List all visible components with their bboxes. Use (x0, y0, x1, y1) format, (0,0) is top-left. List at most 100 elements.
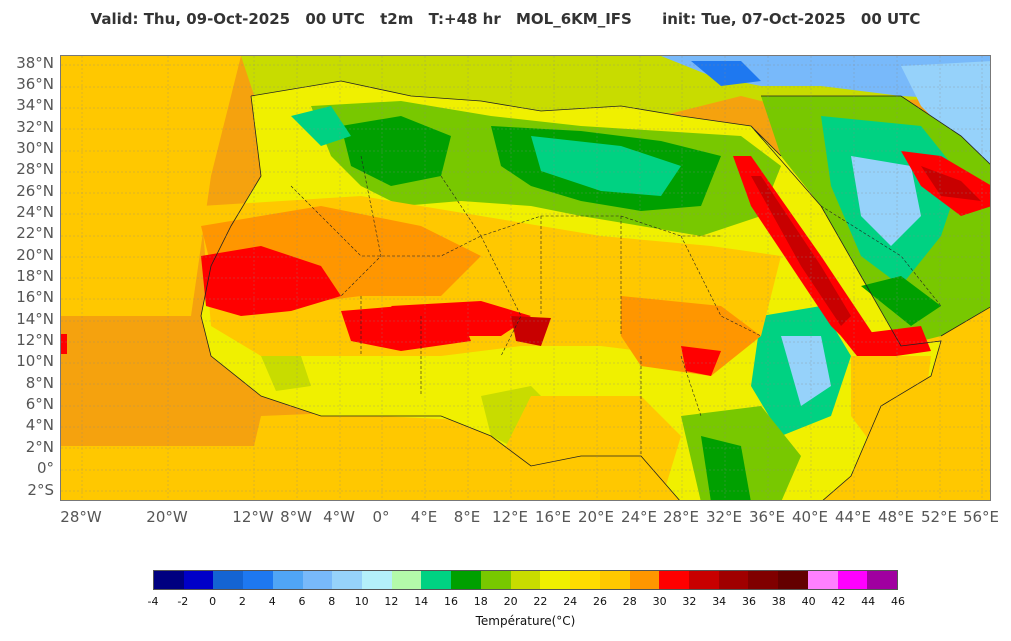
colorbar-title: Température(°C) (475, 614, 576, 628)
colorbar-cell (362, 571, 392, 589)
colorbar-cell (748, 571, 779, 589)
lake-region (701, 436, 751, 500)
colorbar-cell (688, 571, 719, 589)
colorbar-tick-label: 12 (384, 595, 399, 608)
colorbar-tick-label: 36 (742, 595, 756, 608)
lon-label: 40°E (791, 508, 829, 526)
colorbar-cell (599, 571, 630, 589)
atlantic-hot-spot (61, 334, 67, 354)
lat-label: 38°N (16, 54, 54, 72)
congo-warm (501, 396, 681, 500)
lat-label: 2°S (27, 481, 54, 499)
colorbar-tick-label: 8 (328, 595, 336, 608)
red-sea-core (751, 176, 851, 326)
colorbar-tick-label: 28 (622, 595, 637, 608)
colorbar-tick-label: 10 (354, 595, 369, 608)
lon-label: 32°E (705, 508, 743, 526)
algeria-green (341, 116, 451, 186)
colorbar-tick-label: 40 (801, 595, 816, 608)
lat-label: 8°N (25, 374, 54, 392)
model-name: MOL_6KM_IFS (515, 10, 632, 28)
lat-label: 10°N (16, 352, 54, 370)
lat-label: 6°N (25, 395, 54, 413)
lon-label: 28°E (662, 508, 700, 526)
lon-label: 56°E (962, 508, 1000, 526)
lon-label: 4°W (323, 508, 355, 526)
cold-spot (691, 61, 761, 86)
temperature-map[interactable] (60, 55, 991, 501)
lat-label: 14°N (16, 310, 54, 328)
coastline (200, 80, 990, 500)
mauritania-hot (201, 246, 341, 316)
colorbar-tick-label: 24 (563, 595, 578, 608)
sudan-hot (681, 346, 721, 376)
lon-label: 28°W (60, 508, 102, 526)
colorbar-cell (540, 571, 571, 589)
lat-label: 22°N (16, 224, 54, 242)
valid-date: Valid: Thu, 09-Oct-2025 (90, 10, 291, 28)
sudan-warm (621, 296, 761, 376)
colorbar-tick-label: 18 (473, 595, 488, 608)
colorbar-tick-label: -4 (147, 595, 159, 608)
lon-label: 36°E (748, 508, 786, 526)
colorbar-cell (659, 571, 689, 589)
colorbar-cell (391, 571, 422, 589)
colorbar-tick-label: 30 (652, 595, 667, 608)
colorbar-tick-label: 6 (298, 595, 306, 608)
colorbar-tick-label: 4 (268, 595, 276, 608)
colorbar-cell (867, 571, 897, 589)
colorbar-tick-label: 20 (503, 595, 518, 608)
colorbar-cell (837, 571, 868, 589)
colorbar-tick-label: 22 (533, 595, 548, 608)
colorbar-tick-label: 32 (682, 595, 697, 608)
colorbar-cell (480, 571, 511, 589)
guinea-green (261, 356, 311, 391)
colorbar-cell (272, 571, 303, 589)
lon-label: 48°E (877, 508, 915, 526)
ocean-gulf (241, 406, 521, 500)
sahara-cooler (531, 136, 681, 196)
lat-label: 24°N (16, 203, 54, 221)
lat-label: 16°N (16, 288, 54, 306)
gulf-core (921, 166, 981, 201)
colorbar-tick-label: 38 (771, 595, 786, 608)
lat-label: 0° (36, 459, 54, 477)
colorbar-cell (451, 571, 481, 589)
lat-label: 26°N (16, 182, 54, 200)
colorbar-tick-label: -2 (177, 595, 189, 608)
variable-name: t2m (380, 10, 414, 28)
temperature-colorbar (153, 570, 898, 590)
lon-label: 8°E (453, 508, 481, 526)
init-time: 00 UTC (860, 10, 921, 28)
atlas-cool (291, 106, 351, 146)
colorbar-cell (421, 571, 452, 589)
colorbar-tick-label: 42 (831, 595, 846, 608)
lon-label: 20°E (577, 508, 615, 526)
init-date: init: Tue, 07-Oct-2025 (662, 10, 846, 28)
lat-label: 4°N (25, 416, 54, 434)
lon-label: 4°E (410, 508, 438, 526)
colorbar-cell (570, 571, 600, 589)
lon-label: 44°E (834, 508, 872, 526)
lat-label: 36°N (16, 75, 54, 93)
colorbar-tick-label: 0 (209, 595, 217, 608)
aden-hot (841, 326, 931, 361)
colorbar-cell (332, 571, 363, 589)
lon-label: 0° (372, 508, 390, 526)
colorbar-cell (778, 571, 808, 589)
colorbar-cell (154, 571, 184, 589)
colorbar-tick-label: 26 (593, 595, 607, 608)
colorbar-cell (243, 571, 273, 589)
valid-time: 00 UTC (305, 10, 365, 28)
colorbar-tick-label: 46 (891, 595, 905, 608)
colorbar-cell (718, 571, 749, 589)
colorbar-cell (183, 571, 214, 589)
colorbar-tick-label: 14 (414, 595, 429, 608)
colorbar-tick-label: 44 (861, 595, 876, 608)
colorbar-cell (629, 571, 660, 589)
lead-time: T:+48 hr (428, 10, 501, 28)
lon-label: 16°E (534, 508, 572, 526)
colorbar-cell (510, 571, 541, 589)
lon-label: 24°E (620, 508, 658, 526)
colorbar-cell (302, 571, 333, 589)
